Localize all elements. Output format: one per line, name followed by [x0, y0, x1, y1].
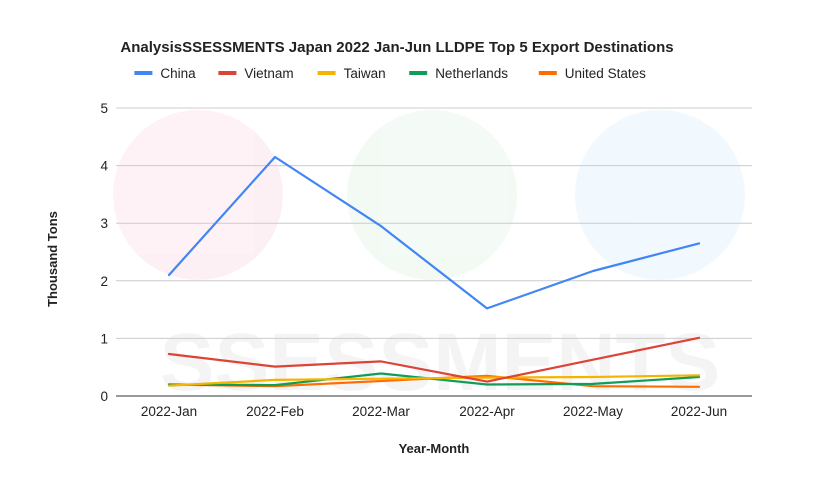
x-axis-ticks: 2022-Jan 2022-Feb 2022-Mar 2022-Apr 2022-May…	[141, 404, 727, 419]
series-line-china	[167, 155, 701, 310]
legend-label: Taiwan	[344, 66, 386, 81]
legend-item: Netherlands	[409, 66, 508, 81]
y-tick-label: 1	[100, 331, 108, 346]
chart-title: AnalysisSSESSMENTS Japan 2022 Jan-Jun LL…	[120, 39, 673, 56]
series-line-taiwan	[167, 374, 701, 387]
y-tick-label: 0	[100, 389, 108, 404]
x-tick-label: 2022-May	[563, 404, 623, 419]
series-line-vietnam	[167, 336, 701, 383]
y-axis-ticks: 0 1 2 3 4 5	[100, 101, 108, 404]
x-axis-title: Year-Month	[399, 441, 470, 456]
legend-label: Vietnam	[244, 66, 293, 81]
legend-item: China	[134, 66, 196, 81]
watermark-logo: SSESSMENTS	[113, 110, 745, 408]
x-tick-label: 2022-Feb	[246, 404, 304, 419]
chart-series	[167, 155, 701, 388]
legend-label: Netherlands	[435, 66, 508, 81]
legend-item: Taiwan	[317, 66, 386, 81]
x-tick-label: 2022-Apr	[459, 404, 515, 419]
y-tick-label: 3	[100, 216, 108, 231]
legend-label: China	[160, 66, 196, 81]
legend-item: Vietnam	[218, 66, 294, 81]
x-tick-label: 2022-Jan	[141, 404, 197, 419]
legend-item: United States	[538, 66, 646, 81]
chart-gridlines	[116, 107, 752, 397]
watermark-text: SSESSMENTS	[160, 317, 720, 408]
x-tick-label: 2022-Mar	[352, 404, 410, 419]
y-tick-label: 4	[100, 159, 108, 174]
legend-label: United States	[565, 66, 646, 81]
chart-legend: China Vietnam Taiwan Netherlands United Stat…	[134, 66, 646, 81]
y-axis-title: Thousand Tons	[45, 211, 60, 307]
y-tick-label: 5	[100, 101, 108, 116]
x-tick-label: 2022-Jun	[671, 404, 727, 419]
y-tick-label: 2	[100, 274, 108, 289]
